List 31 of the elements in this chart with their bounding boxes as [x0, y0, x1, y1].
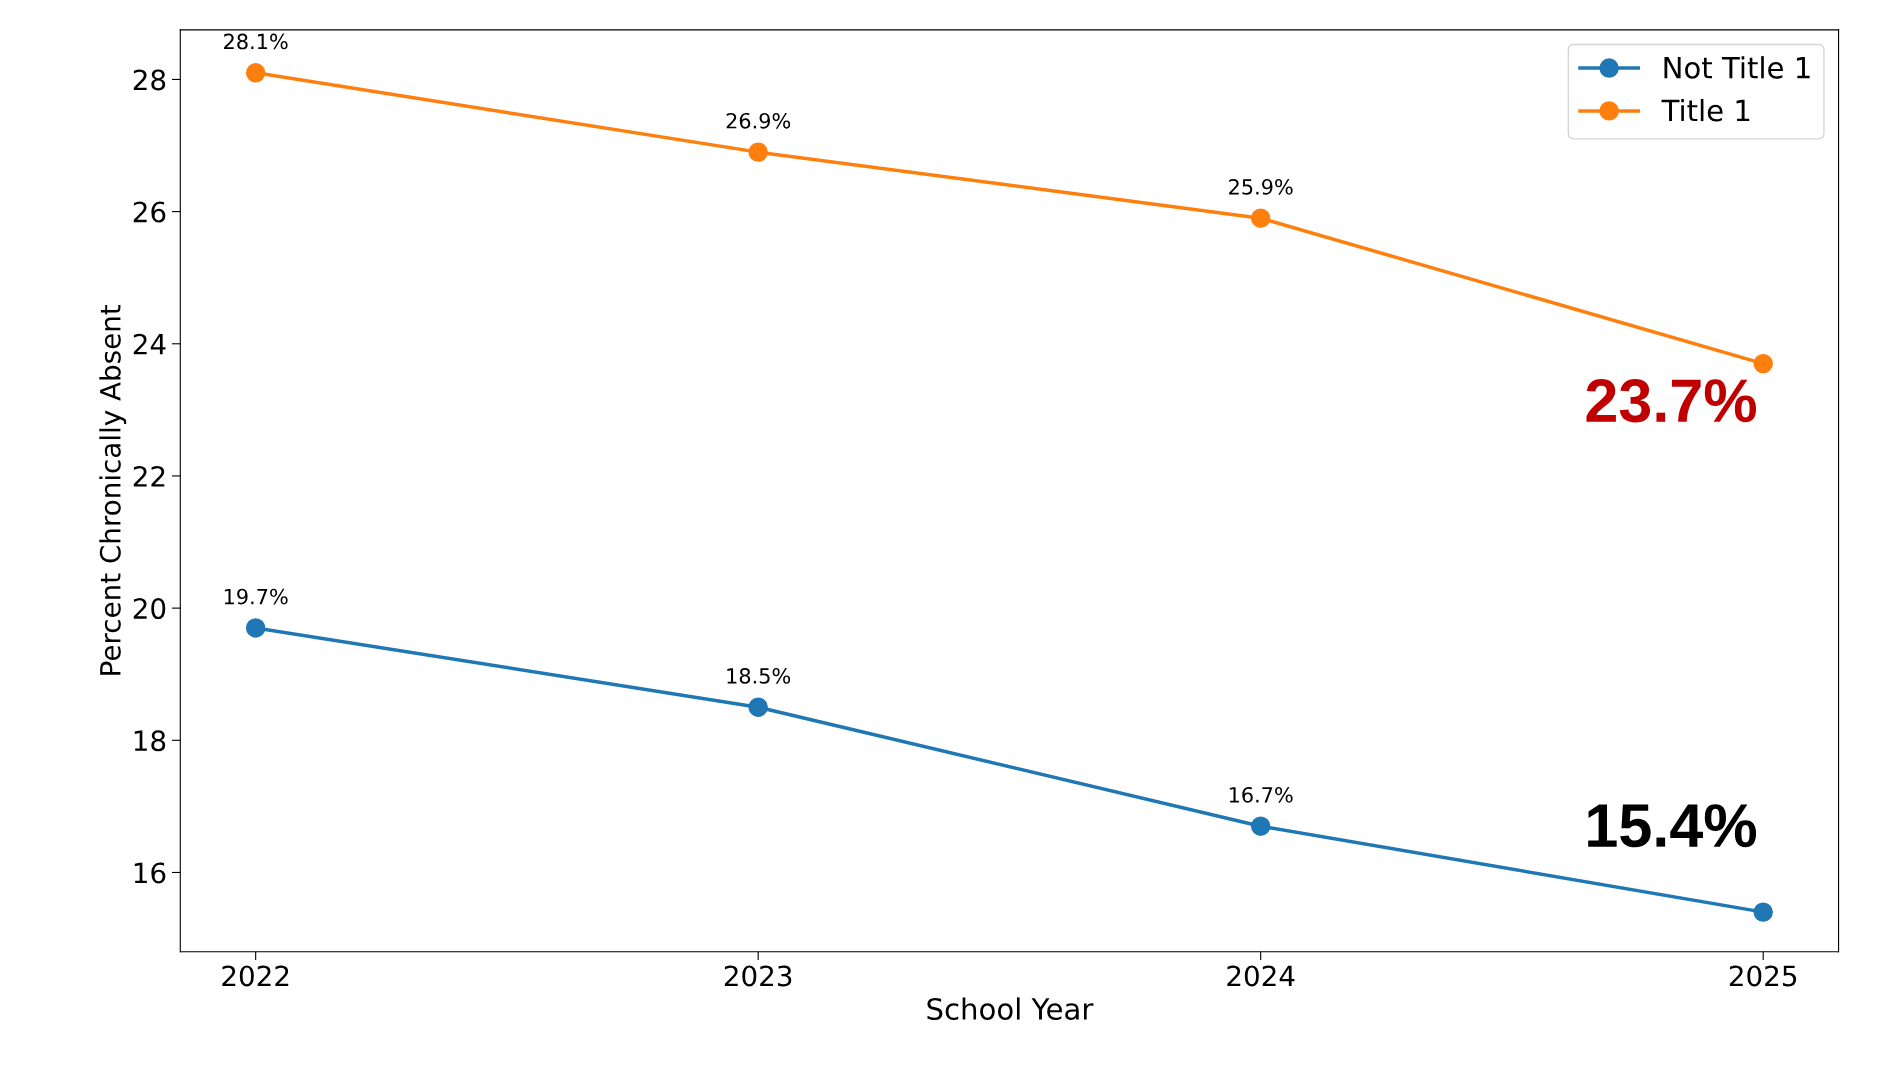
data-label: 18.5% — [727, 668, 791, 684]
x-tick-label: 2025 — [1729, 965, 1797, 987]
y-tick-label: 26 — [133, 201, 166, 223]
point — [748, 142, 768, 162]
y-tick-label: 20 — [133, 598, 166, 620]
x-axis-title: School Year — [927, 997, 1094, 1020]
annotation: 15.4% — [1588, 804, 1757, 848]
legend-label: Title 1 — [1661, 98, 1750, 122]
y-axis-title: Percent Chronically Absent — [99, 304, 127, 675]
data-label: 16.7% — [1229, 786, 1293, 803]
data-label: 26.9% — [726, 112, 791, 129]
y-tick-label: 16 — [134, 862, 166, 884]
point — [748, 697, 768, 717]
point — [1250, 816, 1271, 836]
x-tick-label: 2022 — [222, 965, 289, 987]
point — [1250, 208, 1271, 228]
point — [245, 63, 266, 83]
data-label: 28.1% — [224, 33, 288, 50]
legend-label: Not Title 1 — [1664, 56, 1810, 79]
data-label: 25.9% — [1229, 178, 1293, 195]
y-tick-label: 22 — [133, 465, 165, 487]
point — [1753, 353, 1773, 374]
data-label: 19.7% — [224, 588, 288, 605]
y-tick-label: 18 — [134, 730, 166, 752]
annotation: 23.7% — [1586, 379, 1757, 423]
x-tick-label: 2024 — [1227, 965, 1295, 987]
y-tick-label: 24 — [133, 333, 166, 355]
x-tick-label: 2023 — [724, 965, 792, 987]
point — [245, 618, 266, 638]
point — [1753, 902, 1773, 922]
y-tick-label: 28 — [133, 69, 166, 91]
